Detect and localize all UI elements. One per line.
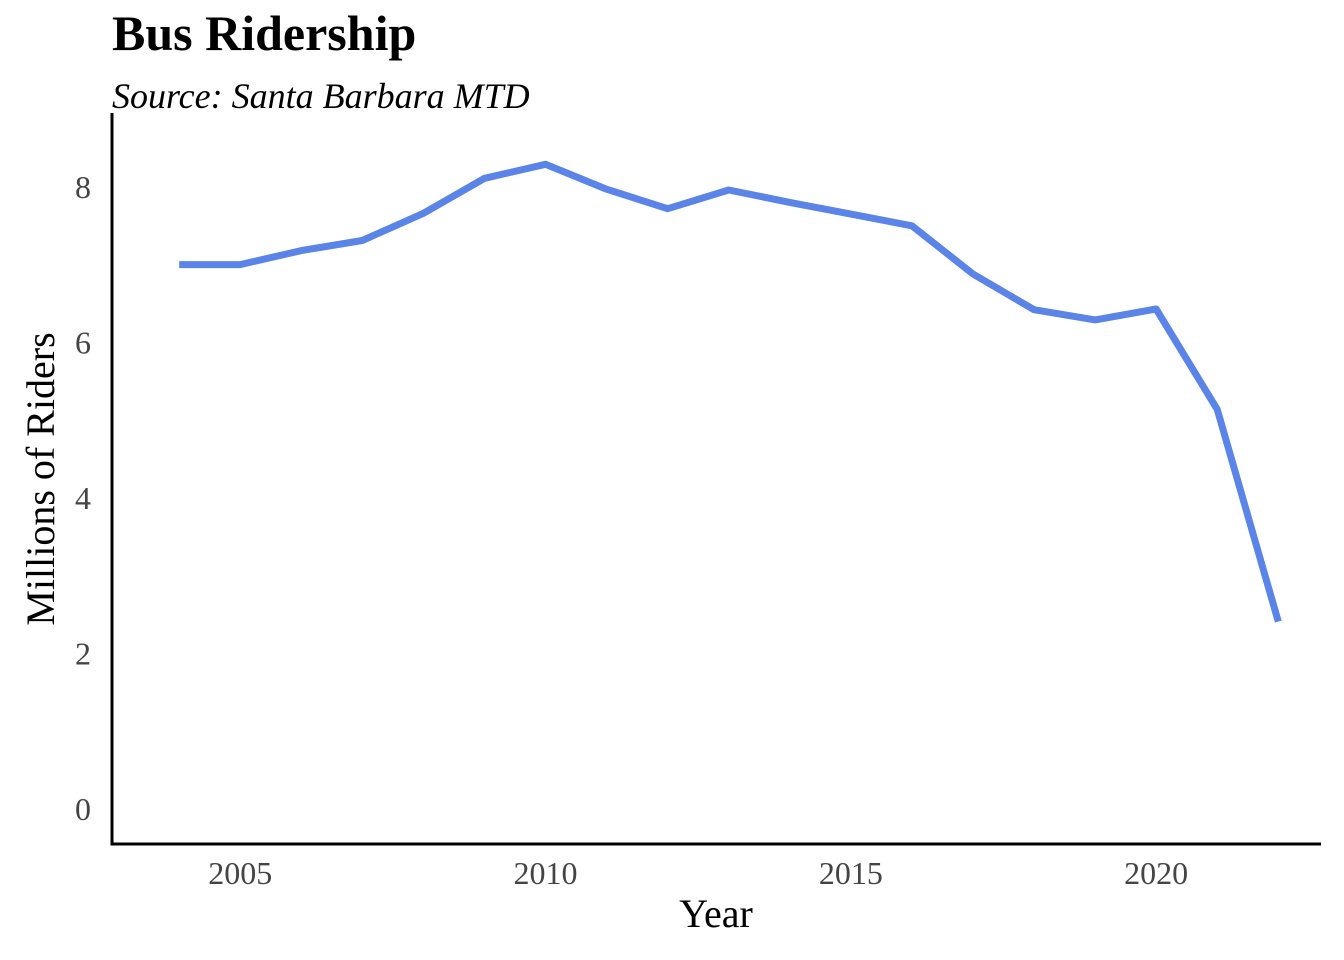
x-axis-label: Year xyxy=(679,891,753,936)
x-axis-ticks: 2005 2010 2015 2020 xyxy=(208,855,1188,891)
ridership-line xyxy=(179,160,1282,623)
y-tick-label: 8 xyxy=(75,169,91,205)
chart-title: Bus Ridership xyxy=(112,5,416,61)
y-tick-label: 6 xyxy=(75,324,91,360)
x-tick-label: 2005 xyxy=(208,855,272,891)
y-axis-ticks: 0 2 4 6 8 xyxy=(75,169,91,827)
y-tick-label: 2 xyxy=(75,635,91,671)
x-tick-label: 2020 xyxy=(1124,855,1188,891)
y-tick-label: 4 xyxy=(75,480,91,516)
x-tick-label: 2015 xyxy=(819,855,883,891)
y-axis-label: Millions of Riders xyxy=(18,332,63,625)
x-tick-label: 2010 xyxy=(514,855,578,891)
y-tick-label: 0 xyxy=(75,791,91,827)
chart-subtitle: Source: Santa Barbara MTD xyxy=(112,76,530,116)
